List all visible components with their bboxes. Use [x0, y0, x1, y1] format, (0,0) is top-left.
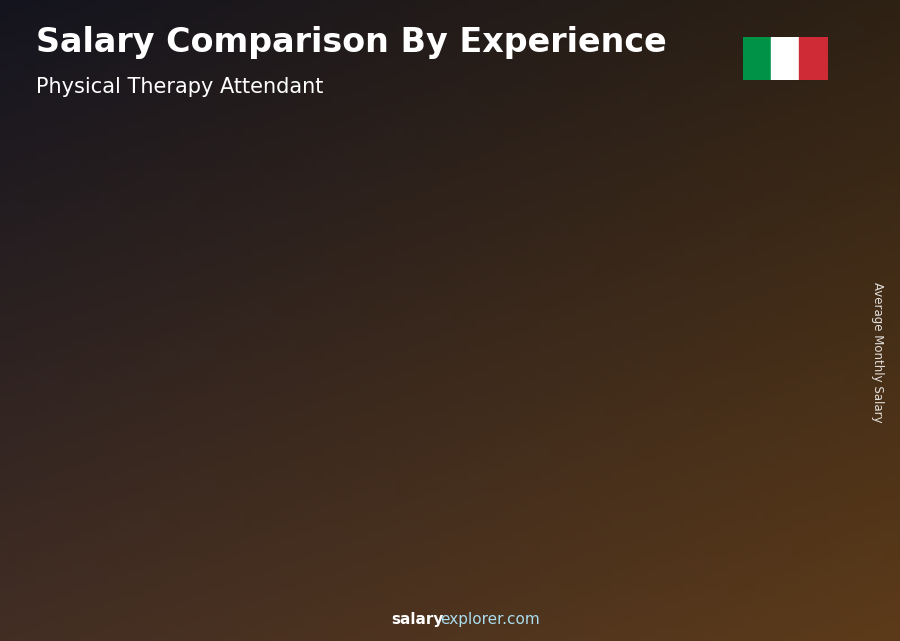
Text: 1,320 EUR: 1,320 EUR	[199, 367, 279, 381]
Bar	[332, 320, 354, 558]
Bar	[203, 386, 225, 558]
Text: +38%: +38%	[270, 267, 338, 287]
Bar	[461, 265, 532, 558]
Text: Average Monthly Salary: Average Monthly Salary	[871, 282, 884, 423]
Text: 2,570 EUR: 2,570 EUR	[713, 204, 794, 219]
Bar	[771, 37, 799, 80]
Bar	[461, 265, 482, 558]
Text: 2,410 EUR: 2,410 EUR	[585, 226, 665, 240]
Text: 2,250 EUR: 2,250 EUR	[456, 246, 536, 260]
Text: +24%: +24%	[398, 213, 466, 233]
Bar	[590, 244, 661, 558]
Text: +7%: +7%	[662, 177, 716, 197]
Text: salary: salary	[392, 612, 444, 627]
Bar	[76, 425, 146, 558]
Bar	[203, 386, 274, 558]
Bar	[742, 37, 771, 80]
Bar	[332, 320, 403, 558]
Text: explorer.com: explorer.com	[440, 612, 540, 627]
Bar	[718, 223, 739, 558]
Text: 1,020 EUR: 1,020 EUR	[70, 406, 151, 420]
Bar	[718, 223, 788, 558]
Bar	[590, 244, 611, 558]
Text: +7%: +7%	[534, 196, 587, 215]
Bar	[76, 425, 96, 558]
Text: Salary Comparison By Experience: Salary Comparison By Experience	[36, 26, 667, 58]
Bar	[799, 37, 828, 80]
Text: 1,820 EUR: 1,820 EUR	[328, 303, 408, 316]
Text: +29%: +29%	[141, 329, 209, 349]
Text: Physical Therapy Attendant: Physical Therapy Attendant	[36, 77, 323, 97]
